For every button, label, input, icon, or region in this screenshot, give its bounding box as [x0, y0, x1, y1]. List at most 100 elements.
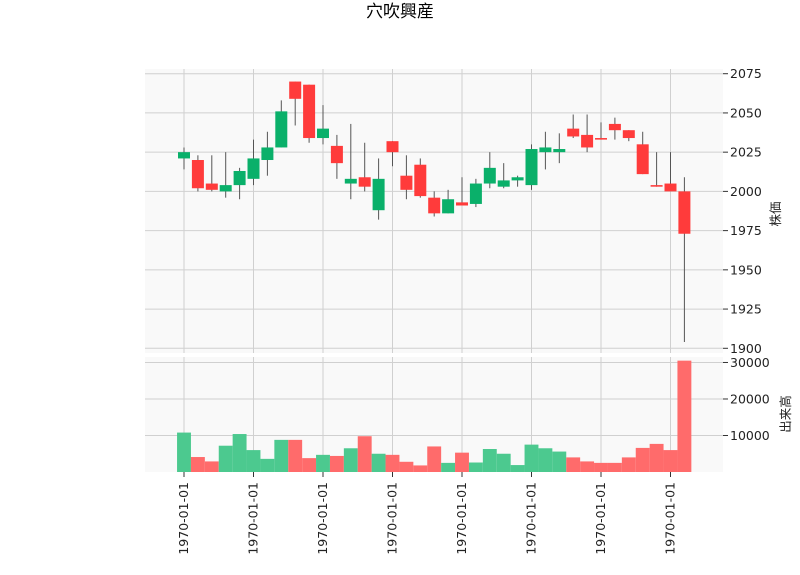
- price-y-tick-label: 1950: [730, 262, 762, 277]
- candle-up: [483, 167, 496, 184]
- volume-bar: [510, 465, 525, 472]
- price-panel: 1900 1925 1950 1975 2000 2025 2050 2075 株価: [145, 66, 783, 356]
- price-y-tick-label: 1900: [730, 341, 762, 356]
- candle-down: [622, 130, 635, 139]
- candle-up: [275, 111, 288, 148]
- candle-down: [191, 160, 204, 189]
- candles: [178, 81, 691, 343]
- x-tick-label: 1970-01-01: [593, 482, 608, 555]
- x-tick-label: 1970-01-01: [246, 482, 261, 555]
- volume-bar: [232, 434, 247, 472]
- volume-bar: [177, 432, 191, 472]
- volume-axis-label: 出来高: [778, 395, 793, 433]
- volume-bar: [496, 453, 511, 472]
- volume-bar: [288, 439, 303, 472]
- volume-bar: [343, 448, 358, 472]
- candle-up: [247, 158, 260, 179]
- candle-down: [289, 81, 302, 99]
- volume-bar: [302, 458, 317, 472]
- price-y-tick-label: 2050: [730, 105, 762, 120]
- volume-bar: [663, 450, 678, 472]
- candle-up: [344, 178, 357, 184]
- candle-down: [595, 138, 607, 140]
- candle-up: [219, 185, 232, 192]
- volume-bar: [621, 457, 636, 472]
- volume-bar: [316, 454, 330, 472]
- volume-bar: [649, 443, 664, 472]
- candle-up: [178, 152, 190, 159]
- candle-down: [456, 202, 468, 206]
- candle-down: [664, 183, 677, 192]
- volume-bar: [566, 457, 581, 472]
- candle-up: [511, 177, 524, 181]
- volume-bar: [246, 450, 261, 472]
- x-tick-label: 1970-01-01: [454, 482, 469, 555]
- volume-bar: [677, 360, 692, 472]
- candle-up: [553, 149, 566, 153]
- volume-bar: [413, 465, 428, 472]
- volume-y-tick-label: 10000: [730, 428, 770, 443]
- candle-up: [525, 149, 538, 186]
- volume-bar: [455, 452, 469, 472]
- candle-down: [400, 175, 413, 190]
- candle-down: [386, 141, 399, 153]
- volume-y-axis: 10000 20000 30000: [723, 355, 770, 443]
- candle-down: [205, 183, 218, 190]
- price-y-tick-label: 2075: [730, 66, 762, 81]
- candle-up: [233, 170, 246, 186]
- volume-bar: [204, 461, 219, 472]
- volume-bar: [427, 446, 442, 472]
- candle-down: [428, 197, 441, 214]
- candle-up: [442, 199, 455, 214]
- volume-bar: [371, 453, 386, 472]
- volume-bar: [482, 449, 497, 472]
- x-tick-label: 1970-01-01: [315, 482, 330, 555]
- volume-bar: [524, 444, 539, 472]
- x-tick-label: 1970-01-01: [524, 482, 539, 555]
- candle-down: [303, 84, 316, 139]
- candle-down: [608, 123, 621, 131]
- volume-y-tick-label: 20000: [730, 391, 770, 406]
- volume-bars: [177, 360, 692, 472]
- volume-bar: [385, 454, 400, 472]
- x-tick-label: 1970-01-01: [663, 482, 678, 555]
- volume-bar: [274, 439, 289, 472]
- candle-up: [261, 147, 274, 161]
- volume-bar: [357, 436, 372, 472]
- candle-up: [497, 180, 510, 187]
- volume-bar: [538, 448, 553, 472]
- volume-bar: [218, 445, 233, 472]
- volume-bar: [594, 462, 608, 472]
- candle-down: [567, 128, 580, 137]
- price-y-axis: 1900 1925 1950 1975 2000 2025 2050 2075: [723, 66, 762, 356]
- x-tick-label: 1970-01-01: [176, 482, 191, 555]
- candle-down: [650, 185, 663, 187]
- candle-down: [330, 145, 343, 164]
- candle-up: [317, 128, 329, 139]
- candle-down: [636, 144, 649, 175]
- volume-bar: [260, 458, 275, 472]
- candle-up: [372, 178, 385, 211]
- volume-y-tick-label: 30000: [730, 355, 770, 370]
- x-axis: 1970-01-01 1970-01-01 1970-01-01 1970-01-01…: [176, 472, 678, 555]
- candle-up: [539, 147, 552, 153]
- price-y-tick-label: 2025: [730, 145, 762, 160]
- candle-down: [678, 191, 691, 234]
- candle-up: [469, 183, 482, 204]
- volume-bar: [552, 451, 567, 472]
- price-y-tick-label: 1925: [730, 302, 762, 317]
- chart-title: 穴吹興産: [366, 2, 434, 22]
- x-tick-label: 1970-01-01: [385, 482, 400, 555]
- volume-bar: [635, 447, 650, 472]
- volume-bar: [399, 461, 414, 472]
- price-axis-label: 株価: [768, 201, 783, 226]
- candle-down: [358, 177, 371, 187]
- volume-panel: 10000 20000 30000 出来高: [145, 355, 793, 472]
- volume-bar: [441, 462, 456, 472]
- candle-down: [581, 134, 594, 148]
- volume-bar: [329, 455, 344, 472]
- volume-bar: [468, 462, 483, 472]
- candle-down: [414, 164, 427, 197]
- volume-bar: [607, 462, 622, 472]
